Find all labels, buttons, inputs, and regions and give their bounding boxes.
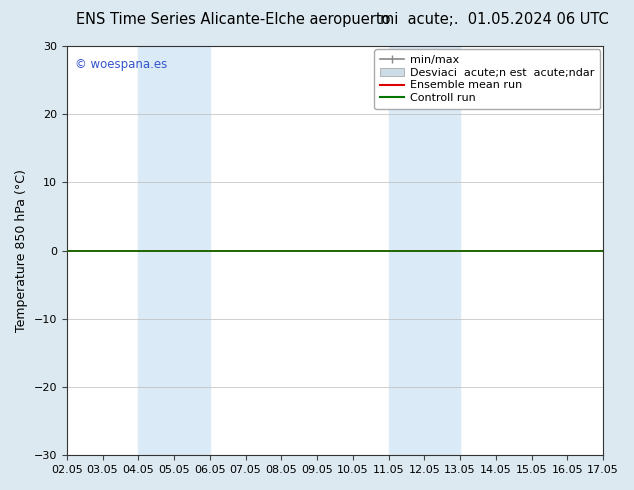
Bar xyxy=(389,46,460,455)
Text: © woespana.es: © woespana.es xyxy=(75,58,167,71)
Legend: min/max, Desviaci  acute;n est  acute;ndar, Ensemble mean run, Controll run: min/max, Desviaci acute;n est acute;ndar… xyxy=(374,49,600,109)
Text: mi  acute;.  01.05.2024 06 UTC: mi acute;. 01.05.2024 06 UTC xyxy=(380,12,609,27)
Y-axis label: Temperature 850 hPa (°C): Temperature 850 hPa (°C) xyxy=(15,169,28,332)
Bar xyxy=(138,46,210,455)
Text: ENS Time Series Alicante-Elche aeropuerto: ENS Time Series Alicante-Elche aeropuert… xyxy=(76,12,391,27)
